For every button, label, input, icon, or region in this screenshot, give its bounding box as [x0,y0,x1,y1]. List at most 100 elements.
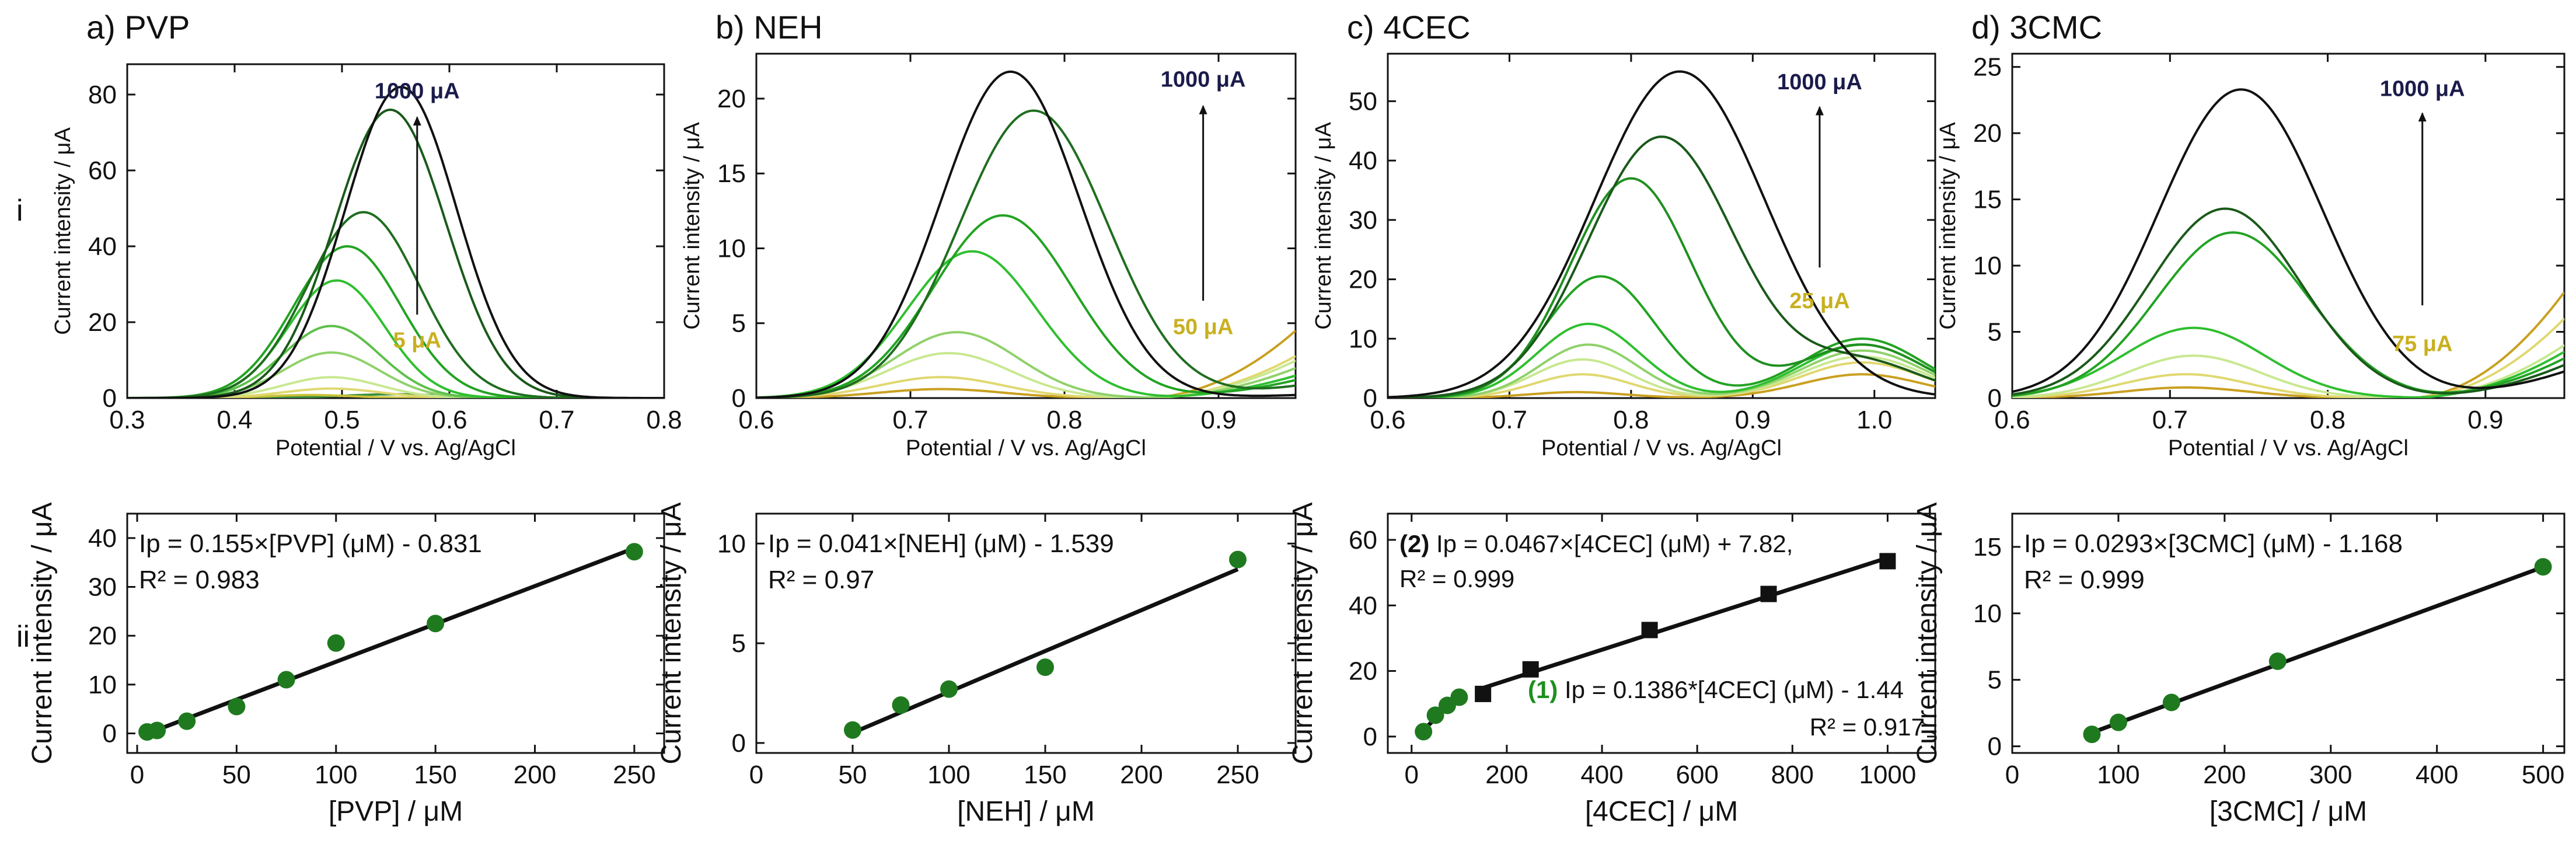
x-tick-label: 250 [1216,761,1259,789]
fit-line [851,567,1239,735]
y-tick-label: 0 [1363,384,1377,413]
y-tick-label: 10 [717,234,746,263]
arrow-head [1815,106,1824,116]
annotation-high-concentration: 1000 μA [375,79,460,104]
plot-frame [1387,53,1936,399]
data-point-square [1522,661,1539,678]
x-tick-label: 400 [2416,761,2458,789]
y-tick-label: 40 [1349,147,1377,175]
x-tick-label: 0 [1405,761,1419,789]
plot-area [2012,88,2564,398]
panel-c_ii: 0 200 400 600 800 1000 0 20 40 60 [4CEC] / μM Curre… [1287,502,1936,827]
y-axis-label: Current intensity / μA [656,502,687,764]
series-line-7 [756,70,1296,398]
data-point [1036,658,1054,676]
data-point [2534,558,2552,576]
y-tick-label: 20 [88,308,117,337]
panel-d_i: 0.6 0.7 0.8 0.9 0 5 10 15 20 25 Potential / V vs. … [1936,9,2565,461]
fit-r-squared: R² = 0.983 [139,566,260,594]
x-tick-label: 1000 [1859,761,1916,789]
series-line-4 [756,250,1296,398]
series-line-6 [2012,88,2564,393]
y-tick-label: 15 [717,159,746,188]
y-tick-label: 10 [1973,252,2002,280]
x-tick-label: 0.9 [1200,406,1236,434]
y-tick-label: 10 [88,671,117,699]
x-axis-label: Potential / V vs. Ag/AgCl [906,436,1146,461]
plot-area [1388,70,1935,398]
x-tick-label: 0.8 [2310,406,2345,434]
fit-r-squared: R² = 0.999 [2024,566,2145,594]
fit-line [146,546,636,736]
fit-r-squared-1: R² = 0.917 [1810,713,1925,741]
plot-frame [755,53,1297,399]
x-tick-label: 0.6 [1994,406,2030,434]
y-axis-label: Current intensity / μA [27,502,58,764]
x-tick-label: 0.8 [1046,406,1082,434]
panel-b_ii: 0 50 100 150 200 250 0 5 10 [NEH] / μM Current int… [656,502,1297,827]
series-line-5 [2012,207,2564,396]
x-tick-label: 200 [514,761,556,789]
y-tick-label: 30 [88,573,117,602]
x-axis-label: Potential / V vs. Ag/AgCl [275,436,516,461]
y-tick-label: 20 [88,622,117,650]
series-line-0 [1388,373,1935,398]
data-point [427,615,445,633]
x-axis-label: [4CEC] / μM [1585,796,1738,827]
data-point [940,680,958,698]
data-point [327,634,345,652]
panel-a_ii: 0 50 100 150 200 250 0 10 20 30 40 [PVP] / μM Curren… [27,502,665,827]
y-tick-label: 20 [1349,657,1377,686]
x-tick-label: 0.6 [1370,406,1405,434]
y-tick-label: 5 [1988,666,2002,695]
y-axis-label: Current intensity / μA [1936,122,1960,330]
x-tick-label: 0.3 [109,406,145,434]
annotation-low-concentration: 5 μA [393,329,441,353]
data-point [228,697,246,716]
y-tick-label: 40 [88,232,117,261]
x-tick-label: 0.6 [738,406,774,434]
y-tick-label: 0 [732,384,746,413]
y-tick-label: 10 [1973,599,2002,628]
series-line-8 [127,211,664,398]
series-line-7 [1388,135,1935,398]
x-tick-label: 0.8 [1613,406,1649,434]
panel-title: c) 4CEC [1347,9,1471,46]
x-tick-label: 100 [927,761,970,789]
x-axis-label: Potential / V vs. Ag/AgCl [1541,436,1782,461]
series-line-8 [1388,70,1935,398]
annotation-low-concentration: 75 μA [2392,332,2453,357]
series-line-6 [756,109,1296,398]
x-tick-label: 200 [2203,761,2246,789]
data-point [1450,688,1468,706]
x-tick-label: 100 [315,761,357,789]
arrow-head [2418,112,2427,122]
data-point [2109,713,2127,731]
plot-frame [126,512,665,754]
data-point [1426,706,1444,724]
x-tick-label: 250 [613,761,655,789]
y-axis-label: Current intensity / μA [51,127,75,335]
panel-title: d) 3CMC [1971,9,2102,46]
data-point [148,721,166,740]
x-tick-label: 0 [2005,761,2019,789]
series-line-10 [127,85,664,398]
x-tick-label: 400 [1580,761,1623,789]
x-tick-label: 0.4 [217,406,252,434]
fit-equation: Ip = 0.041×[NEH] (μM) - 1.539 [768,529,1114,558]
x-tick-label: 200 [1120,761,1163,789]
y-tick-label: 0 [1363,723,1377,751]
plot-frame [755,512,1297,754]
data-point [844,721,861,739]
y-tick-label: 20 [1349,266,1377,294]
annotation-low-concentration: 25 μA [1789,289,1850,313]
panel-title: b) NEH [715,9,823,46]
series-line-4 [127,351,664,398]
y-tick-label: 40 [1349,591,1377,620]
plot-frame [2011,53,2565,399]
data-point [625,543,643,561]
data-point [1415,723,1433,741]
data-point [892,696,910,714]
x-tick-label: 300 [2309,761,2352,789]
